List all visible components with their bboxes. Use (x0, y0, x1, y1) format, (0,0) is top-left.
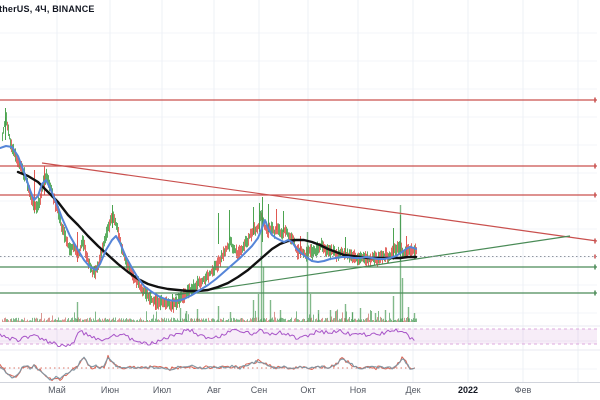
axis-month-label: Июн (100, 385, 120, 395)
symbol-title[interactable]: therUS, 4Ч, BINANCE (0, 4, 95, 14)
chart-canvas[interactable] (0, 0, 600, 383)
pane-separators (0, 325, 600, 351)
axis-month-label: Авг (206, 385, 222, 395)
axis-month-label: Май (48, 385, 66, 395)
axis-month-label: Сен (250, 385, 268, 395)
volume-histogram (2, 205, 417, 322)
ma-fast-blue (0, 145, 417, 302)
axis-month-label: Июл (152, 385, 172, 395)
horizontal-level-lines (0, 97, 597, 296)
time-axis[interactable]: Май Июн Июл Авг Сен Окт Ноя Дек 2022 Фев (0, 382, 600, 400)
ma-slow-black (16, 170, 418, 293)
oscillator-pane (0, 328, 597, 348)
axis-month-label: 2022 (457, 385, 479, 395)
axis-month-label: Дек (405, 385, 421, 395)
momentum-pane (0, 354, 415, 382)
axis-month-label: Окт (300, 385, 316, 395)
axis-month-label: Ноя (349, 385, 367, 395)
dotted-price-line (0, 254, 597, 259)
axis-month-label: Фев (514, 385, 532, 395)
trendlines (41, 162, 598, 296)
